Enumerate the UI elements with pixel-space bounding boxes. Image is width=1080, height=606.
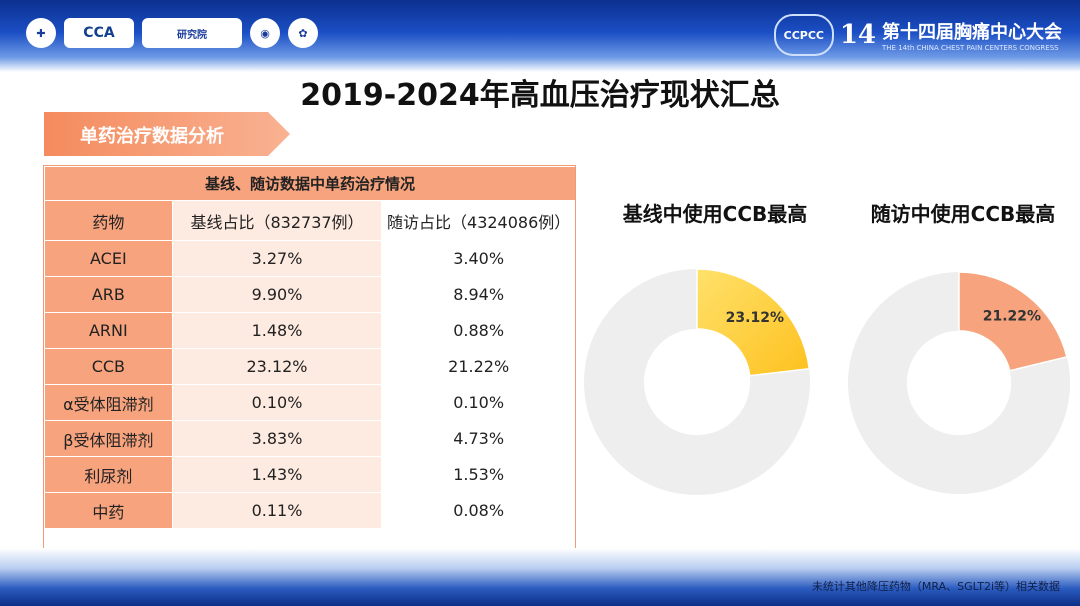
header-drug: 药物 (44, 200, 173, 241)
drug-name: 利尿剂 (44, 456, 173, 493)
society-logo-icon: ✚ (26, 18, 56, 48)
congress-title: 第十四届胸痛中心大会 (882, 22, 1062, 43)
institute-logo: 研究院 (142, 18, 242, 48)
header-followup: 随访占比（4324086例） (381, 200, 576, 241)
congress-subtitle: THE 14th CHINA CHEST PAIN CENTERS CONGRE… (882, 44, 1059, 52)
footnote: 未统计其他降压药物（MRA、SGLT2i等）相关数据 (811, 580, 1060, 593)
table-row: α受体阻滞剂 0.10% 0.10% (44, 384, 576, 421)
baseline-value: 0.10% (171, 384, 383, 421)
emblem-logo-icon: ◉ (250, 18, 280, 48)
followup-donut-chart: 21.22% (848, 271, 1070, 494)
page-title: 2019-2024年高血压治疗现状汇总 (300, 78, 780, 113)
drug-name: CCB (44, 348, 173, 385)
drug-name: ARB (44, 276, 173, 313)
baseline-value: 23.12% (171, 348, 383, 385)
header-banner: ✚ CCA 研究院 ◉ ✿ CCPCC 14 第十四届胸痛中心大会 THE 14… (0, 0, 1080, 72)
drug-name: ACEI (44, 240, 173, 277)
followup-value: 3.40% (381, 240, 576, 277)
section-label: 单药治疗数据分析 (80, 126, 224, 147)
table-row: ARB 9.90% 8.94% (44, 276, 576, 313)
donut-ccb-slice (958, 271, 1068, 372)
drug-name: β受体阻滞剂 (44, 420, 173, 457)
table-row: ARNI 1.48% 0.88% (44, 312, 576, 349)
congress-logo: CCPCC 14 第十四届胸痛中心大会 THE 14th CHINA CHEST… (773, 14, 1062, 56)
baseline-value: 3.83% (171, 420, 383, 457)
donut-remainder-slice (848, 272, 1070, 494)
monotherapy-table: 基线、随访数据中单药治疗情况 药物 基线占比（832737例） 随访占比（432… (44, 166, 576, 529)
followup-value: 8.94% (381, 276, 576, 313)
table-caption-row: 基线、随访数据中单药治疗情况 (44, 166, 576, 201)
table-row: 利尿剂 1.43% 1.53% (44, 456, 576, 493)
baseline-value: 3.27% (171, 240, 383, 277)
baseline-value: 1.48% (171, 312, 383, 349)
table-row: β受体阻滞剂 3.83% 4.73% (44, 420, 576, 457)
baseline-value: 1.43% (171, 456, 383, 493)
cca-logo: CCA (64, 18, 134, 48)
followup-value: 1.53% (381, 456, 576, 493)
drug-name: ARNI (44, 312, 173, 349)
followup-chart-title: 随访中使用CCB最高 (870, 202, 1056, 226)
donut-ccb-slice (696, 268, 811, 377)
donut-value-label: 21.22% (983, 309, 1041, 325)
drug-name: α受体阻滞剂 (44, 384, 173, 421)
table-header-row: 药物 基线占比（832737例） 随访占比（4324086例） (44, 200, 576, 241)
congress-badge: CCPCC (773, 14, 834, 56)
baseline-value: 0.11% (171, 492, 383, 529)
followup-value: 0.88% (381, 312, 576, 349)
section-tag-arrow-icon (44, 112, 290, 156)
cpcc-logo-icon: ✿ (288, 18, 318, 48)
table-row: 中药 0.11% 0.08% (44, 492, 576, 529)
drug-name: 中药 (44, 492, 173, 529)
sponsor-logos: ✚ CCA 研究院 ◉ ✿ (26, 18, 318, 48)
donut-remainder-slice (584, 269, 810, 495)
donut-value-label: 23.12% (726, 310, 784, 326)
followup-value: 0.08% (381, 492, 576, 529)
table-row: CCB 23.12% 21.22% (44, 348, 576, 385)
footer-band (0, 548, 1080, 606)
baseline-value: 9.90% (171, 276, 383, 313)
baseline-chart-title: 基线中使用CCB最高 (622, 202, 808, 226)
table-row: ACEI 3.27% 3.40% (44, 240, 576, 277)
table-caption: 基线、随访数据中单药治疗情况 (44, 166, 576, 201)
header-baseline: 基线占比（832737例） (171, 200, 383, 241)
followup-value: 21.22% (381, 348, 576, 385)
followup-value: 0.10% (381, 384, 576, 421)
baseline-donut-chart: 23.12% (584, 268, 811, 495)
congress-number: 14 (839, 20, 876, 50)
section-tag: 单药治疗数据分析 (44, 112, 290, 156)
followup-value: 4.73% (381, 420, 576, 457)
